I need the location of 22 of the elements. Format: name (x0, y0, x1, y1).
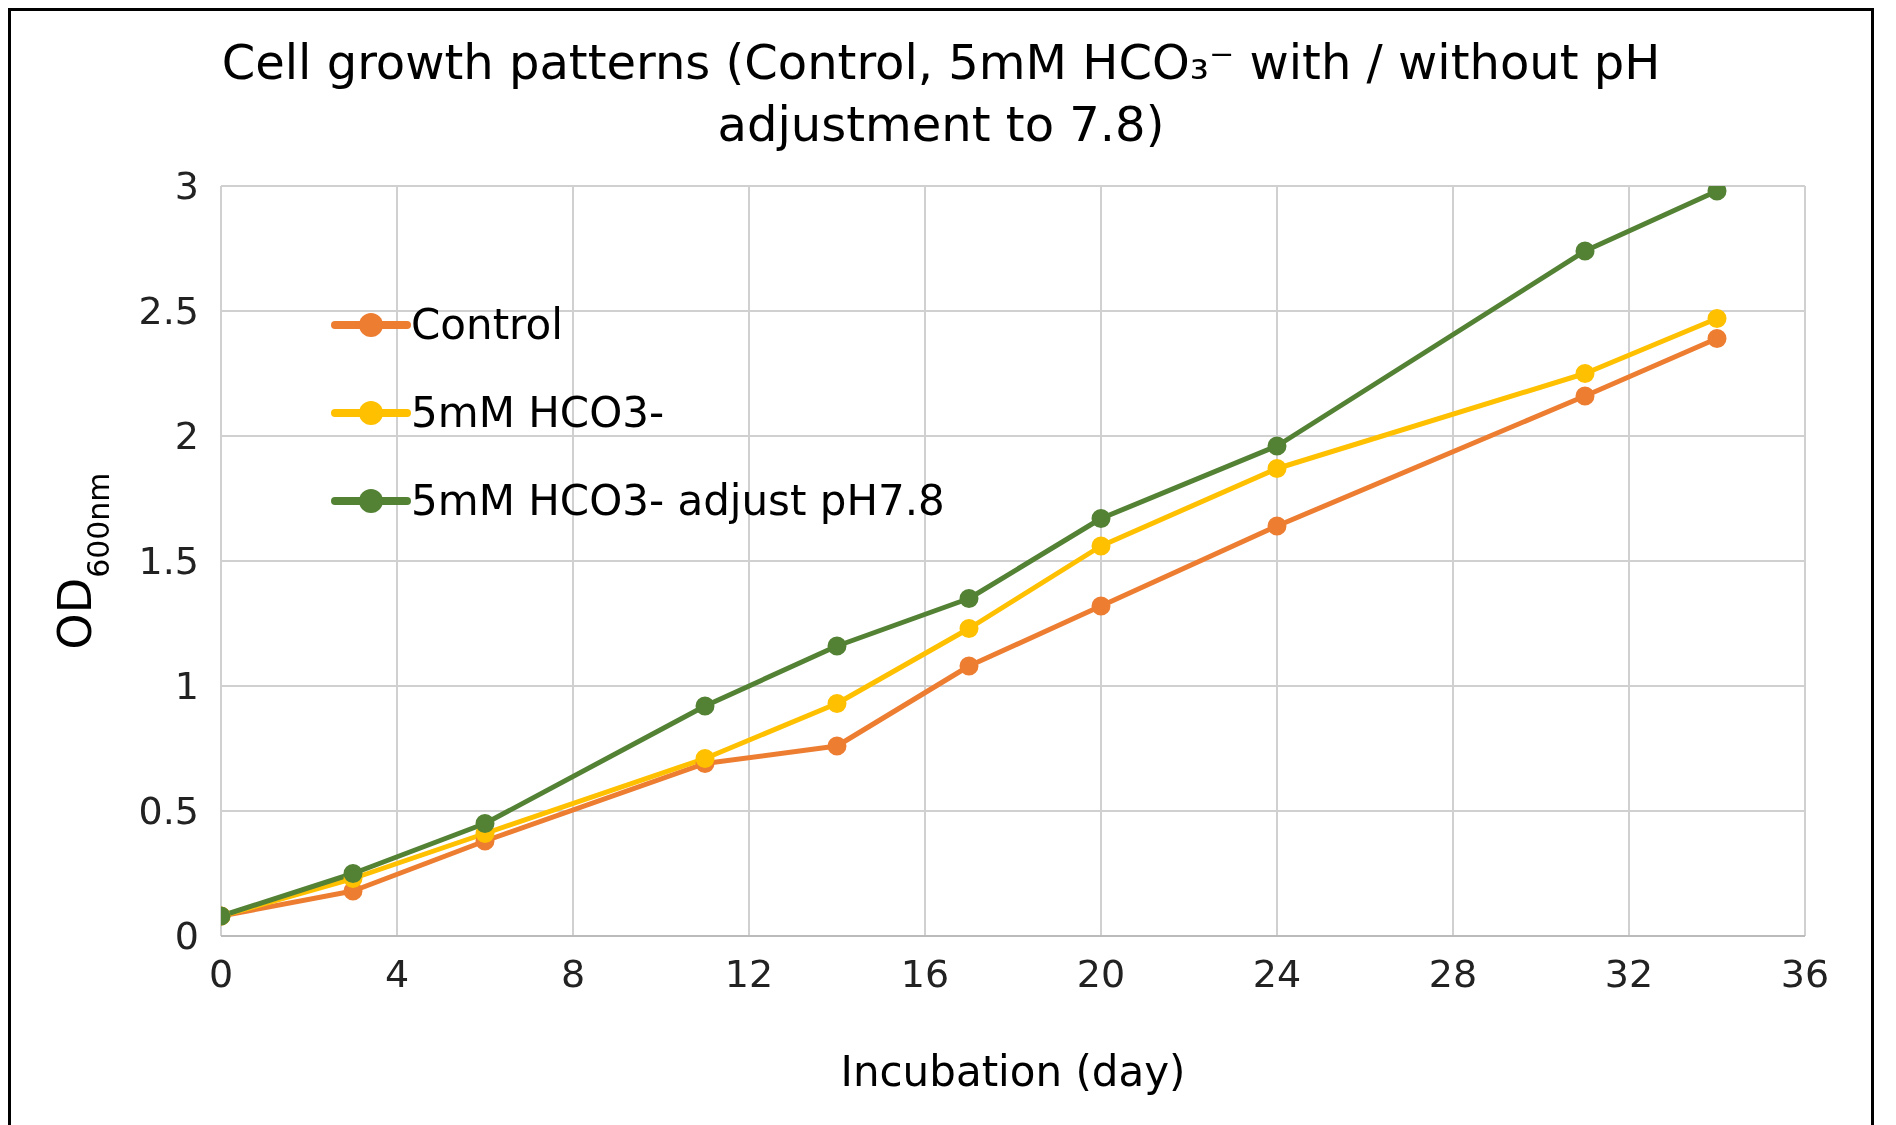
x-tick-label: 4 (384, 951, 410, 996)
x-tick-label: 36 (1780, 951, 1830, 996)
x-tick-label: 20 (1076, 951, 1126, 996)
legend-label: 5mM HCO3- (411, 387, 665, 439)
chart-title: Cell growth patterns (Control, 5mM HCO₃⁻ with / without pH adjustment to 7.8) (220, 33, 1662, 155)
y-tick-label: 0.5 (138, 789, 199, 834)
x-axis-title: Incubation (day) (840, 1046, 1186, 1096)
x-tick-label: 32 (1604, 951, 1654, 996)
y-tick-label: 0 (174, 914, 199, 959)
x-tick-label: 24 (1252, 951, 1302, 996)
y-tick-label: 1.5 (138, 539, 199, 584)
legend-label: 5mM HCO3- adjust pH7.8 (411, 475, 945, 527)
y-tick-label: 1 (174, 664, 199, 709)
x-tick-label: 12 (724, 951, 774, 996)
y-tick-label: 2.5 (138, 289, 199, 334)
legend-label: Control (411, 299, 563, 351)
y-tick-label: 2 (174, 414, 199, 459)
x-tick-label: 28 (1428, 951, 1478, 996)
x-tick-label: 0 (208, 951, 234, 996)
x-tick-label: 8 (560, 951, 586, 996)
y-tick-label: 3 (174, 164, 199, 209)
x-tick-label: 16 (900, 951, 950, 996)
